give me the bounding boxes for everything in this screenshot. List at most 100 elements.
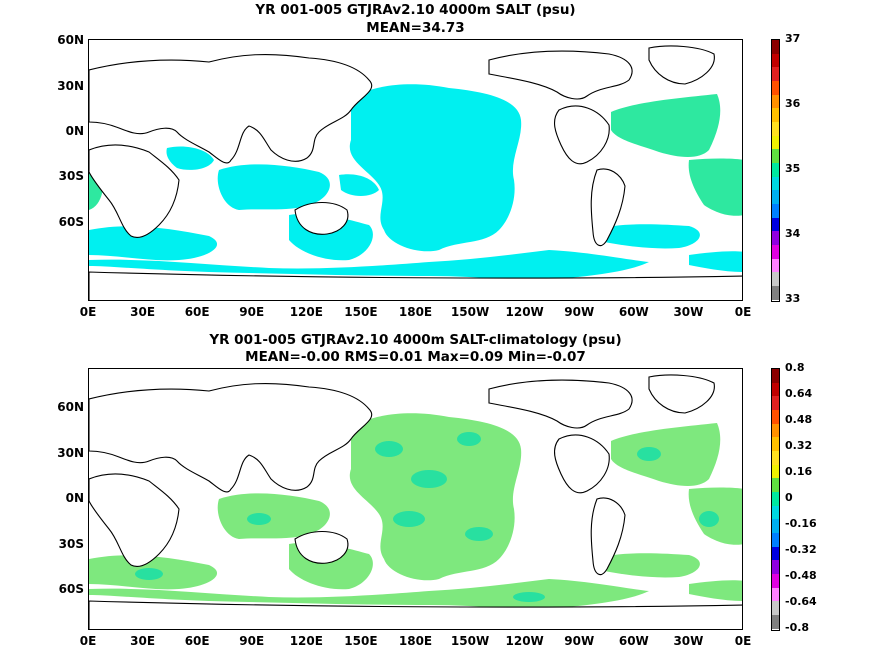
lat-label: 60S bbox=[58, 215, 84, 229]
colorbar-swatch bbox=[772, 369, 779, 383]
lon-label: 0E bbox=[79, 634, 97, 648]
top-colorbar bbox=[771, 39, 780, 302]
lon-label: 30W bbox=[673, 305, 704, 319]
colorbar-swatch bbox=[772, 396, 779, 411]
lon-label: 120E bbox=[289, 305, 323, 319]
lon-label: 60E bbox=[184, 305, 210, 319]
lat-label: 60N bbox=[57, 33, 84, 47]
top-map bbox=[88, 39, 743, 301]
bottom-title: YR 001-005 GTJRAv2.10 4000m SALT-climato… bbox=[209, 332, 622, 348]
colorbar-label: -0.48 bbox=[785, 569, 817, 582]
bottom-colorbar bbox=[771, 368, 780, 631]
lon-label: 180E bbox=[398, 634, 433, 648]
lon-label: 30W bbox=[673, 634, 704, 648]
colorbar-swatch bbox=[772, 437, 779, 452]
colorbar-swatch bbox=[772, 67, 779, 82]
colorbar-label: 37 bbox=[785, 32, 801, 45]
colorbar-swatch bbox=[772, 423, 779, 438]
bottom-map bbox=[88, 368, 743, 630]
lon-label: 0E bbox=[79, 305, 97, 319]
colorbar-label: -0.32 bbox=[785, 543, 817, 556]
colorbar-label: 35 bbox=[785, 162, 801, 175]
colorbar-swatch bbox=[772, 135, 779, 150]
colorbar-label: 33 bbox=[785, 292, 801, 305]
lon-label: 60W bbox=[618, 634, 649, 648]
colorbar-swatch bbox=[772, 574, 779, 588]
colorbar-label: 0.48 bbox=[785, 413, 813, 426]
colorbar-label: -0.8 bbox=[785, 621, 810, 634]
colorbar-swatch bbox=[772, 478, 779, 493]
colorbar-swatch bbox=[772, 217, 779, 232]
colorbar-swatch bbox=[772, 245, 779, 259]
colorbar-label: 0.64 bbox=[785, 387, 813, 400]
lon-label: 30E bbox=[130, 634, 156, 648]
lat-label: 60S bbox=[58, 582, 84, 596]
colorbar-swatch bbox=[772, 190, 779, 205]
lon-label: 0E bbox=[734, 305, 752, 319]
colorbar-swatch bbox=[772, 533, 779, 547]
colorbar-swatch bbox=[772, 410, 779, 424]
top-title: YR 001-005 GTJRAv2.10 4000m SALT (psu) bbox=[255, 2, 576, 18]
colorbar-swatch bbox=[772, 81, 779, 95]
colorbar-swatch bbox=[772, 615, 779, 629]
lon-label: 60W bbox=[618, 305, 649, 319]
lat-label: 30S bbox=[58, 537, 84, 551]
lon-label: 120W bbox=[505, 634, 544, 648]
colorbar-label: 36 bbox=[785, 97, 801, 110]
lon-label: 90W bbox=[564, 634, 595, 648]
colorbar-swatch bbox=[772, 505, 779, 520]
colorbar-swatch bbox=[772, 272, 779, 287]
lon-label: 180E bbox=[398, 305, 433, 319]
colorbar-swatch bbox=[772, 382, 779, 397]
colorbar-swatch bbox=[772, 492, 779, 506]
colorbar-swatch bbox=[772, 560, 779, 575]
coastlines bbox=[89, 374, 742, 629]
lat-label: 30N bbox=[57, 79, 84, 93]
lat-label: 60N bbox=[57, 400, 84, 414]
bottom-anomaly-field-teal bbox=[135, 432, 719, 602]
top-mean: MEAN=34.73 bbox=[366, 20, 465, 36]
colorbar-label: 0.16 bbox=[785, 465, 813, 478]
colorbar-swatch bbox=[772, 286, 779, 300]
lon-label: 150E bbox=[344, 634, 378, 648]
colorbar-swatch bbox=[772, 451, 779, 465]
colorbar-swatch bbox=[772, 464, 779, 479]
lon-label: 30E bbox=[130, 305, 156, 319]
lon-label: 0E bbox=[734, 634, 752, 648]
colorbar-swatch bbox=[772, 519, 779, 534]
colorbar-label: 0.8 bbox=[785, 361, 805, 374]
colorbar-label: -0.16 bbox=[785, 517, 817, 530]
colorbar-swatch bbox=[772, 546, 779, 561]
colorbar-swatch bbox=[772, 40, 779, 54]
lat-label: 30S bbox=[58, 169, 84, 183]
colorbar-label: 34 bbox=[785, 227, 801, 240]
colorbar-swatch bbox=[772, 176, 779, 191]
bottom-stats: MEAN=-0.00 RMS=0.01 Max=0.09 Min=-0.07 bbox=[245, 349, 586, 365]
lon-label: 60E bbox=[184, 634, 210, 648]
colorbar-swatch bbox=[772, 122, 779, 136]
colorbar-swatch bbox=[772, 258, 779, 273]
lat-label: 30N bbox=[57, 446, 84, 460]
lon-label: 120W bbox=[505, 305, 544, 319]
lon-label: 150E bbox=[344, 305, 378, 319]
lat-label: 0N bbox=[65, 491, 84, 505]
lon-label: 90E bbox=[239, 634, 265, 648]
colorbar-swatch bbox=[772, 108, 779, 123]
colorbar-label: 0.32 bbox=[785, 439, 813, 452]
lon-label: 90E bbox=[239, 305, 265, 319]
colorbar-swatch bbox=[772, 231, 779, 246]
lon-label: 120E bbox=[289, 634, 323, 648]
top-salinity-field bbox=[89, 84, 742, 280]
colorbar-swatch bbox=[772, 53, 779, 68]
colorbar-swatch bbox=[772, 587, 779, 602]
colorbar-swatch bbox=[772, 149, 779, 164]
colorbar-swatch bbox=[772, 601, 779, 616]
lon-label: 150W bbox=[450, 634, 490, 648]
coastlines bbox=[89, 45, 742, 300]
colorbar-label: 0 bbox=[785, 491, 793, 504]
colorbar-swatch bbox=[772, 163, 779, 177]
lon-label: 150W bbox=[450, 305, 490, 319]
lat-label: 0N bbox=[65, 124, 84, 138]
lon-label: 90W bbox=[564, 305, 595, 319]
colorbar-swatch bbox=[772, 204, 779, 218]
